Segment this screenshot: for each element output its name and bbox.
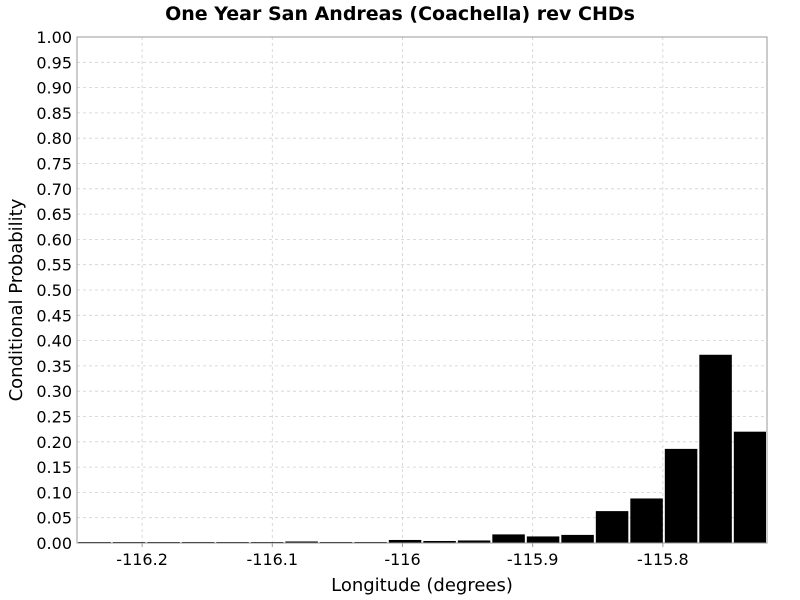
y-axis-ticks: 0.00 0.05 0.10 0.15 0.20 0.25 0.30 0.35 0.40 0.45… [36,28,72,553]
x-tick-label: -115.9 [507,550,559,569]
y-tick-label: 0.10 [36,483,72,502]
grid-layer [77,36,767,544]
histogram-bar [423,540,456,543]
x-tick-label: -115.8 [637,550,689,569]
y-tick-label: 0.15 [36,458,72,477]
y-tick-label: 0.65 [36,205,72,224]
y-tick-label: 0.25 [36,408,72,427]
y-axis-label: Conditional Probability [6,198,27,401]
y-tick-label: 0.70 [36,180,72,199]
y-tick-label: 1.00 [36,28,72,47]
x-tick-label: -116.1 [246,550,298,569]
histogram-bar [561,534,594,543]
histogram-bar [526,536,560,543]
y-tick-label: 0.80 [36,129,72,148]
histogram-bar [492,534,525,543]
x-axis-ticks: -116.2 -116.1 -116 -115.9 -115.8 [116,543,689,569]
histogram-bar [285,541,318,543]
histogram-bar [319,541,353,543]
y-tick-label: 0.30 [36,382,72,401]
y-tick-label: 0.50 [36,281,72,300]
y-tick-label: 0.45 [36,306,72,325]
histogram-bar [664,448,698,543]
histogram-bar [699,354,732,543]
y-tick-label: 0.00 [36,534,72,553]
y-tick-label: 0.75 [36,155,72,174]
bars-layer [78,354,766,543]
histogram-bar [181,541,215,543]
x-tick-label: -116 [384,550,420,569]
histogram-bar [457,540,491,543]
y-tick-label: 0.05 [36,509,72,528]
histogram-bar [630,498,663,543]
chart-title: One Year San Andreas (Coachella) rev CHD… [165,3,635,25]
y-tick-label: 0.90 [36,79,72,98]
y-tick-label: 0.40 [36,332,72,351]
y-tick-label: 0.35 [36,357,72,376]
y-tick-label: 0.60 [36,230,72,249]
histogram-bar [354,541,387,543]
y-tick-label: 0.85 [36,104,72,123]
y-tick-label: 0.55 [36,256,72,275]
y-tick-label: 0.95 [36,53,72,72]
y-tick-label: 0.20 [36,433,72,452]
x-axis-label: Longitude (degrees) [331,575,513,596]
histogram-bar [733,431,766,543]
histogram-bar [595,511,629,543]
plot-frame [76,36,768,544]
histogram-bar [388,539,422,543]
x-tick-label: -116.2 [116,550,168,569]
